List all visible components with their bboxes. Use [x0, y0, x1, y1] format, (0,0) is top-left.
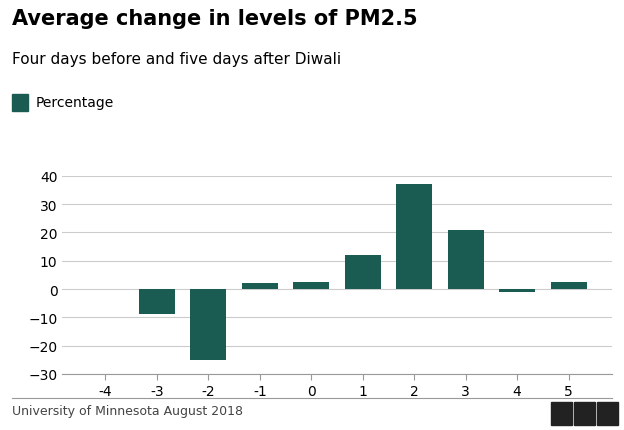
Text: Average change in levels of PM2.5: Average change in levels of PM2.5 [12, 9, 418, 28]
Text: University of Minnesota August 2018: University of Minnesota August 2018 [12, 404, 243, 417]
Text: B: B [580, 408, 588, 419]
Bar [550, 282, 587, 289]
Bar [241, 284, 278, 289]
Bar [499, 289, 535, 292]
Bar [344, 255, 381, 289]
Text: C: C [603, 408, 612, 419]
Bar [396, 185, 432, 289]
Bar [293, 282, 329, 289]
Text: Percentage: Percentage [36, 96, 114, 110]
Text: B: B [557, 408, 565, 419]
Bar [190, 289, 227, 360]
Bar [139, 289, 175, 315]
Bar [447, 230, 484, 289]
Text: Four days before and five days after Diwali: Four days before and five days after Diw… [12, 52, 341, 67]
